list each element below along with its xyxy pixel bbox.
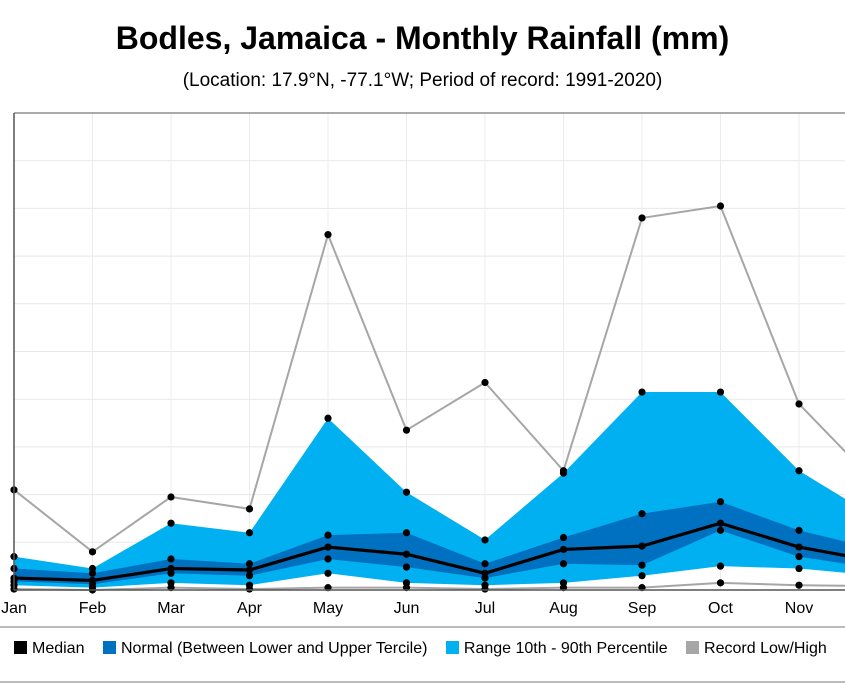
- data-point-record_high: [795, 400, 803, 408]
- x-tick-label: May: [313, 600, 343, 617]
- chart-legend: Median Normal (Between Lower and Upper T…: [14, 640, 841, 658]
- x-tick-label: Nov: [785, 600, 813, 617]
- data-point-lower_tercile: [559, 560, 568, 568]
- data-point-record_high: [167, 493, 175, 501]
- median-line: [14, 521, 845, 583]
- x-tick-label: Jan: [1, 600, 27, 617]
- data-point-p90: [324, 414, 332, 422]
- data-point-record_low: [481, 585, 489, 593]
- x-tick-label: Aug: [549, 600, 577, 617]
- data-point-p90: [795, 467, 803, 475]
- data-point-median: [324, 543, 332, 551]
- data-point-upper_tercile: [324, 531, 332, 539]
- data-point-record_high: [638, 214, 646, 222]
- data-point-median: [795, 543, 803, 551]
- legend-label-normal: Normal (Between Lower and Upper Tercile): [120, 640, 428, 657]
- data-point-record_low: [245, 585, 254, 593]
- data-point-p90: [559, 469, 568, 477]
- x-tick-label: Sep: [628, 600, 657, 617]
- data-point-lower_tercile: [795, 553, 803, 561]
- record-low-line: [14, 581, 845, 591]
- legend-swatch-record: [686, 641, 700, 654]
- data-point-p90: [402, 488, 411, 496]
- data-point-record_high: [245, 505, 254, 513]
- data-point-median: [402, 550, 411, 558]
- legend-label-record: Record Low/High: [704, 640, 827, 657]
- data-point-median: [559, 545, 568, 554]
- data-point-record_high: [324, 231, 332, 239]
- data-point-record_high: [88, 548, 97, 556]
- data-point-p90: [167, 519, 175, 527]
- data-point-record_low: [795, 581, 803, 589]
- data-point-upper_tercile: [481, 560, 489, 568]
- data-point-lower_tercile: [402, 563, 411, 571]
- x-tick-label: Jul: [475, 600, 495, 617]
- data-point-p90: [245, 529, 254, 537]
- record-high-line: [14, 205, 845, 553]
- data-point-p10: [324, 569, 332, 577]
- data-point-upper_tercile: [245, 560, 254, 568]
- x-tick-label: Jun: [394, 600, 420, 617]
- data-point-p10: [716, 562, 725, 570]
- x-tick-label: Oct: [708, 600, 733, 617]
- data-point-median: [716, 519, 725, 527]
- data-point-record_high: [716, 202, 725, 210]
- legend-item-record: Record Low/High: [686, 640, 827, 658]
- legend-swatch-range: [445, 641, 459, 654]
- legend-item-normal: Normal (Between Lower and Upper Tercile): [102, 640, 428, 658]
- data-point-upper_tercile: [167, 555, 175, 563]
- x-tick-label: Feb: [79, 600, 107, 617]
- data-point-median: [638, 542, 646, 550]
- legend-item-range: Range 10th - 90th Percentile: [445, 640, 668, 658]
- data-point-p90: [638, 388, 646, 396]
- data-point-upper_tercile: [88, 569, 97, 577]
- data-point-p10: [795, 564, 803, 573]
- data-point-lower_tercile: [481, 574, 489, 582]
- x-tick-label: Apr: [237, 600, 263, 617]
- chart-title: Bodles, Jamaica - Monthly Rainfall (mm): [115, 20, 730, 56]
- data-point-upper_tercile: [716, 498, 725, 506]
- data-point-p90: [716, 388, 725, 396]
- normal-tercile-band: [14, 501, 845, 585]
- data-point-upper_tercile: [402, 529, 411, 537]
- legend-swatch-median: [14, 641, 27, 654]
- data-point-record_high: [481, 378, 489, 387]
- legend-swatch-normal: [102, 641, 116, 654]
- data-point-lower_tercile: [638, 561, 646, 569]
- data-point-p90: [481, 536, 489, 544]
- data-point-record_low: [716, 579, 725, 587]
- data-point-lower_tercile: [324, 555, 332, 563]
- data-point-p10: [638, 572, 646, 580]
- legend-label-range: Range 10th - 90th Percentile: [463, 640, 668, 657]
- data-point-lower_tercile: [716, 526, 725, 534]
- data-point-record_high: [402, 426, 411, 434]
- data-point-median: [245, 566, 254, 574]
- legend-label-median: Median: [32, 640, 85, 657]
- data-point-lower_tercile: [245, 572, 254, 580]
- legend-item-median: Median: [14, 640, 84, 658]
- data-point-upper_tercile: [795, 526, 803, 534]
- data-point-lower_tercile: [167, 569, 175, 577]
- data-point-upper_tercile: [638, 510, 646, 518]
- x-tick-label: Mar: [157, 600, 185, 617]
- data-point-upper_tercile: [559, 533, 568, 542]
- chart-subtitle: (Location: 17.9°N, -77.1°W; Period of re…: [182, 70, 663, 91]
